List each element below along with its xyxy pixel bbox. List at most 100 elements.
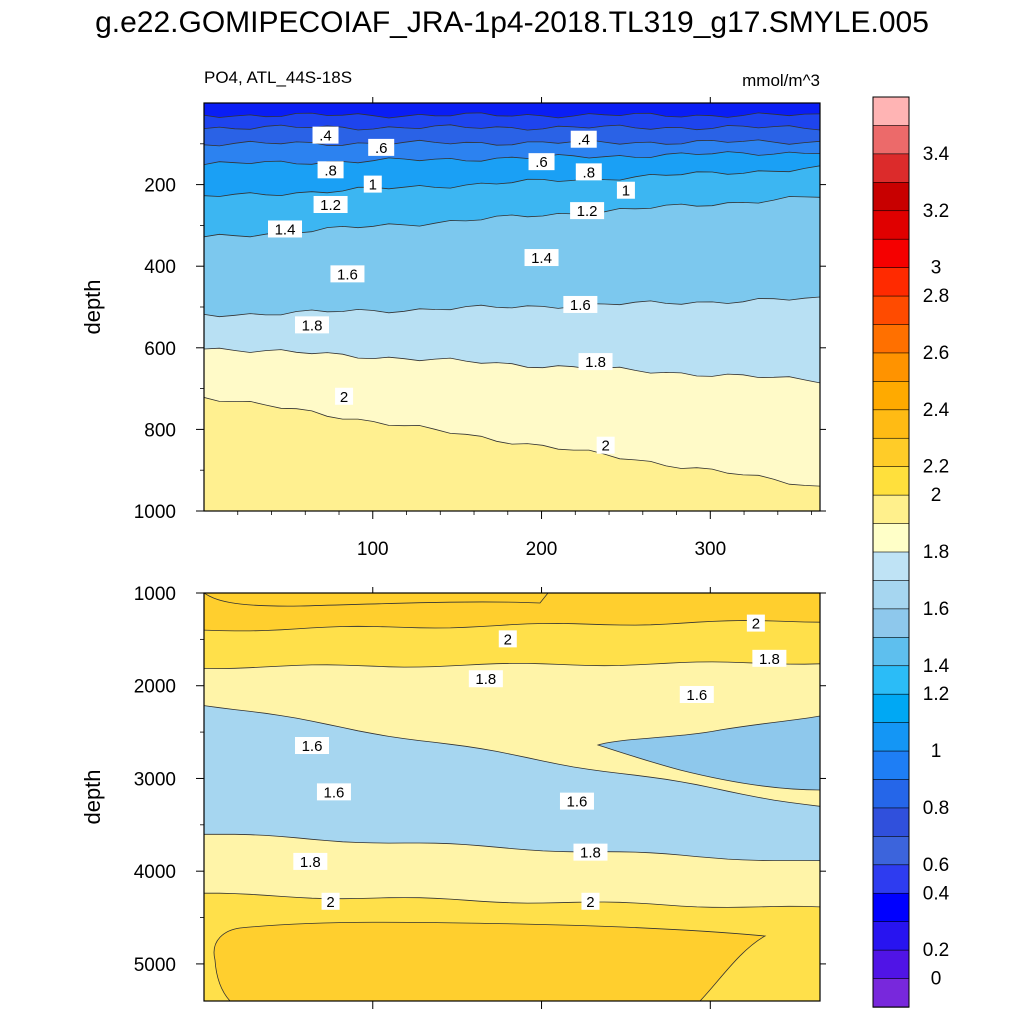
lower-contour-label-3: 1.8 [752,649,787,668]
colorbar-swatch-7 [872,295,910,326]
lower-contour-line-0 [204,620,820,632]
upper-contour-label-text-7: 1.8 [302,317,323,334]
lower-frame [203,592,821,1002]
colorbar-swatch-9 [872,352,910,383]
colorbar-swatch-3 [872,182,910,212]
upper-contour-label-text-10: .6 [535,154,548,171]
upper-ytick-label-4: 1000 [134,502,176,523]
colorbar-swatch-1 [872,125,910,155]
lower-contour-label-5: 1.6 [295,737,330,755]
colorbar: 3.4 3.2 3 2.8 2.6 2.4 2.2 2 1.8 1.6 1.4 1.2 1 0.8 0.6 0… [872,96,950,1008]
lower-contour-label-text-10: 2 [326,894,334,911]
colorbar-swatch-30 [872,949,910,980]
upper-contour-label-16: 1.8 [578,353,613,371]
upper-contour-label-text-17: 2 [601,438,609,455]
upper-xtick-label-0: 100 [357,539,389,560]
colorbar-swatch-4 [872,210,910,240]
lower-contour-label-7: 1.6 [559,792,594,811]
upper-contour-label-text-16: 1.8 [585,354,606,371]
upper-contour-label-text-1: .6 [375,140,388,157]
upper-contour-label-text-15: 1.6 [570,297,591,314]
colorbar-swatch-31 [872,978,910,1008]
upper-contour-label-11: .8 [575,163,602,181]
lower-contour-line-4 [204,892,820,908]
upper-contour-label-3: 1 [363,175,382,194]
colorbar-swatch-5 [872,238,910,269]
colorbar-swatch-27 [872,864,910,894]
lower-contour-label-text-6: 1.6 [324,784,345,801]
upper-contour-label-15: 1.6 [563,295,598,314]
colorbar-label-13: 0.8 [923,798,949,819]
colorbar-swatch-14 [872,494,910,525]
lower-ytick-label-2: 3000 [134,769,176,790]
colorbar-label-15: 0.4 [923,883,950,904]
lower-contour-line-3 [204,833,820,861]
colorbar-swatch-28 [872,892,910,923]
upper-contour-label-text-6: 1.6 [337,266,358,283]
upper-band-8 [204,397,820,511]
upper-contour-line-7 [204,347,820,384]
colorbar-swatch-18 [872,608,910,639]
upper-contour-line-2 [204,139,820,147]
colorbar-label-0: 3.4 [923,144,950,165]
upper-contour-label-text-8: 2 [340,389,348,406]
upper-contour-label-text-13: 1.2 [577,203,598,220]
colorbar-swatch-15 [872,523,910,553]
colorbar-swatch-25 [872,807,910,838]
upper-ytick-label-2: 600 [144,339,176,360]
upper-contour-label-text-2: .8 [324,162,337,179]
lower-contour-label-11: 2 [581,892,600,911]
upper-contour-label-2: .8 [317,161,344,179]
colorbar-swatch-2 [872,153,910,184]
colorbar-swatch-23 [872,750,910,781]
colorbar-swatch-8 [872,324,910,354]
colorbar-label-10: 1.4 [923,656,950,677]
lower-contour-line-2 [204,705,820,807]
upper-contour-label-text-0: .4 [319,128,332,145]
colorbar-swatch-26 [872,836,910,866]
colorbar-swatch-19 [872,637,910,667]
lower-contour-label-2: 1.8 [468,670,503,688]
colorbar-frame [872,96,910,1008]
upper-ytick-label-0: 200 [144,176,176,197]
lower-contour-label-4: 1.6 [679,686,714,704]
lower-contour-line-1 [204,661,820,670]
lower-contour-label-10: 2 [321,892,340,911]
upper-contour-label-14: 1.4 [524,249,559,267]
colorbar-label-4: 2.6 [923,343,949,364]
lower-ytick-label-1: 2000 [134,677,176,698]
lower-contour-label-text-11: 2 [586,894,594,911]
lower-contour-label-text-2: 1.8 [475,671,496,688]
upper-contour-line-1 [204,124,820,131]
colorbar-label-6: 2.2 [923,457,949,478]
colorbar-swatch-21 [872,693,910,724]
colorbar-swatch-6 [872,267,910,297]
upper-right-label: mmol/m^3 [742,71,820,90]
upper-contour-label-text-9: .4 [577,132,590,149]
lower-contour-label-text-0: 2 [504,631,512,648]
lower-contour-label-8: 1.8 [293,852,328,871]
lower-min-region [596,715,820,791]
lower-contour-label-text-4: 1.6 [686,687,707,704]
colorbar-swatch-11 [872,409,910,439]
upper-contour-label-5: 1.4 [268,220,303,238]
colorbar-swatch-17 [872,580,910,610]
colorbar-swatch-22 [872,722,910,752]
lower-contour-label-text-3: 1.8 [759,651,780,668]
upper-contour-label-text-12: 1 [622,183,630,200]
colorbar-swatch-20 [872,665,910,695]
lower-panel: 2 2 1.8 1.8 1.6 1.6 1.6 1.6 1.8 1.8 2 2 1000 2000 3000… [80,584,826,1009]
upper-contour-label-8: 2 [335,387,354,406]
upper-ytick-label-1: 400 [144,257,176,278]
colorbar-swatch-12 [872,437,910,468]
lower-top-max-region [204,593,549,607]
colorbar-label-2: 3 [931,258,942,279]
colorbar-label-8: 1.8 [923,542,949,563]
colorbar-label-5: 2.4 [923,400,950,421]
colorbar-label-16: 0.2 [923,940,949,961]
upper-panel: .4 .6 .8 1 1.2 1.4 1.6 1.8 2 .4 .6 .8 1 1.2 1.4 1.6 1.8 2… [80,68,826,560]
upper-contour-label-0: .4 [312,126,339,145]
lower-ytick-label-4: 5000 [134,955,176,976]
upper-contour-label-13: 1.2 [570,202,605,220]
